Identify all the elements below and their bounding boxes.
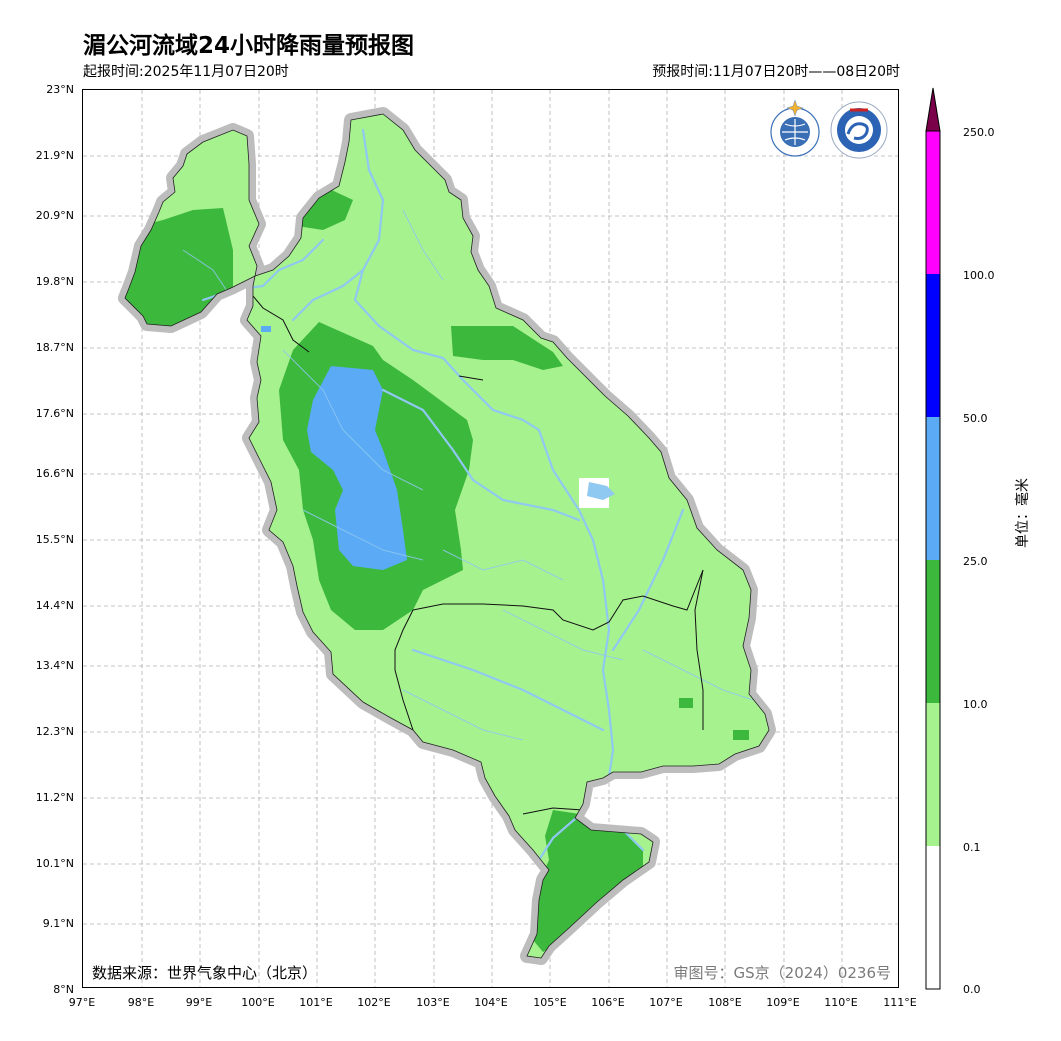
- lon-tick: 99°E: [185, 996, 213, 1009]
- lon-tick: 104°E: [474, 996, 508, 1009]
- lon-tick: 97°E: [68, 996, 96, 1009]
- lon-tick: 105°E: [533, 996, 567, 1009]
- colorbar-segment: [926, 131, 940, 274]
- map-canvas: [83, 90, 898, 987]
- colorbar-extend-arrow: [925, 87, 941, 132]
- lon-tick: 103°E: [416, 996, 450, 1009]
- lat-tick: 21.9°N: [35, 149, 74, 162]
- colorbar-segment: [926, 274, 940, 417]
- lat-tick: 10.1°N: [35, 857, 74, 870]
- forecast-period: 预报时间:11月07日20时——08日20时: [652, 64, 900, 80]
- colorbar-border: [925, 130, 941, 990]
- tributaries: [182, 209, 754, 741]
- tonle-sap-lake: [587, 482, 615, 500]
- rain-zone-green-cell: [733, 730, 749, 740]
- colorbar-label: 25.0: [963, 555, 988, 568]
- rainfall-field: [125, 114, 769, 958]
- lon-tick: 109°E: [766, 996, 800, 1009]
- lat-tick: 15.5°N: [35, 533, 74, 546]
- lat-tick: 12.3°N: [35, 725, 74, 738]
- colorbar-label: 100.0: [963, 269, 995, 282]
- lat-tick: 20.9°N: [35, 209, 74, 222]
- colorbar-label: 0.0: [963, 983, 981, 996]
- colorbar-label: 250.0: [963, 126, 995, 139]
- map-panel: [82, 89, 899, 988]
- colorbar: [925, 87, 941, 990]
- rain-zone-green-south: [533, 810, 643, 952]
- lat-tick: 8°N: [53, 983, 74, 996]
- lon-tick: 110°E: [824, 996, 858, 1009]
- colorbar-segment: [926, 703, 940, 846]
- lon-tick: 101°E: [299, 996, 333, 1009]
- lat-tick: 11.2°N: [35, 791, 74, 804]
- lat-tick: 9.1°N: [42, 917, 74, 930]
- colorbar-segment: [926, 846, 940, 989]
- colorbar-segment: [926, 417, 940, 560]
- colorbar-label: 10.0: [963, 698, 988, 711]
- rain-zone-green-cell: [679, 698, 693, 708]
- lon-tick: 102°E: [357, 996, 391, 1009]
- lon-tick: 111°E: [883, 996, 917, 1009]
- map-approval-number: 审图号：GS京（2024）0236号: [673, 964, 892, 982]
- lat-tick: 23°N: [46, 83, 74, 96]
- wmo-logo: [770, 99, 820, 157]
- map-title: 湄公河流域24小时降雨量预报图: [83, 33, 415, 59]
- lon-tick: 100°E: [241, 996, 275, 1009]
- cma-logo: [830, 101, 888, 159]
- lon-tick: 98°E: [127, 996, 155, 1009]
- lon-tick: 106°E: [591, 996, 625, 1009]
- colorbar-label: 0.1: [963, 841, 981, 854]
- lat-tick: 18.7°N: [35, 341, 74, 354]
- rain-zone-blue-cell: [261, 326, 271, 332]
- rain-zone-green-nw: [125, 208, 233, 332]
- rain-zone-blue: [307, 366, 407, 570]
- data-source: 数据来源：世界气象中心（北京）: [92, 964, 318, 982]
- lat-tick: 16.6°N: [35, 467, 74, 480]
- logo-group: [770, 99, 888, 159]
- lat-tick: 19.8°N: [35, 275, 74, 288]
- lat-tick: 13.4°N: [35, 659, 74, 672]
- issue-time: 起报时间:2025年11月07日20时: [83, 64, 289, 80]
- lat-tick: 14.4°N: [35, 599, 74, 612]
- colorbar-unit: 单位：毫米: [1015, 478, 1031, 548]
- lat-tick: 17.6°N: [35, 407, 74, 420]
- lon-tick: 107°E: [649, 996, 683, 1009]
- colorbar-segment: [926, 560, 940, 703]
- lon-tick: 108°E: [708, 996, 742, 1009]
- colorbar-label: 50.0: [963, 412, 988, 425]
- river-network: [201, 128, 685, 862]
- rain-zone-green-ne: [451, 326, 563, 370]
